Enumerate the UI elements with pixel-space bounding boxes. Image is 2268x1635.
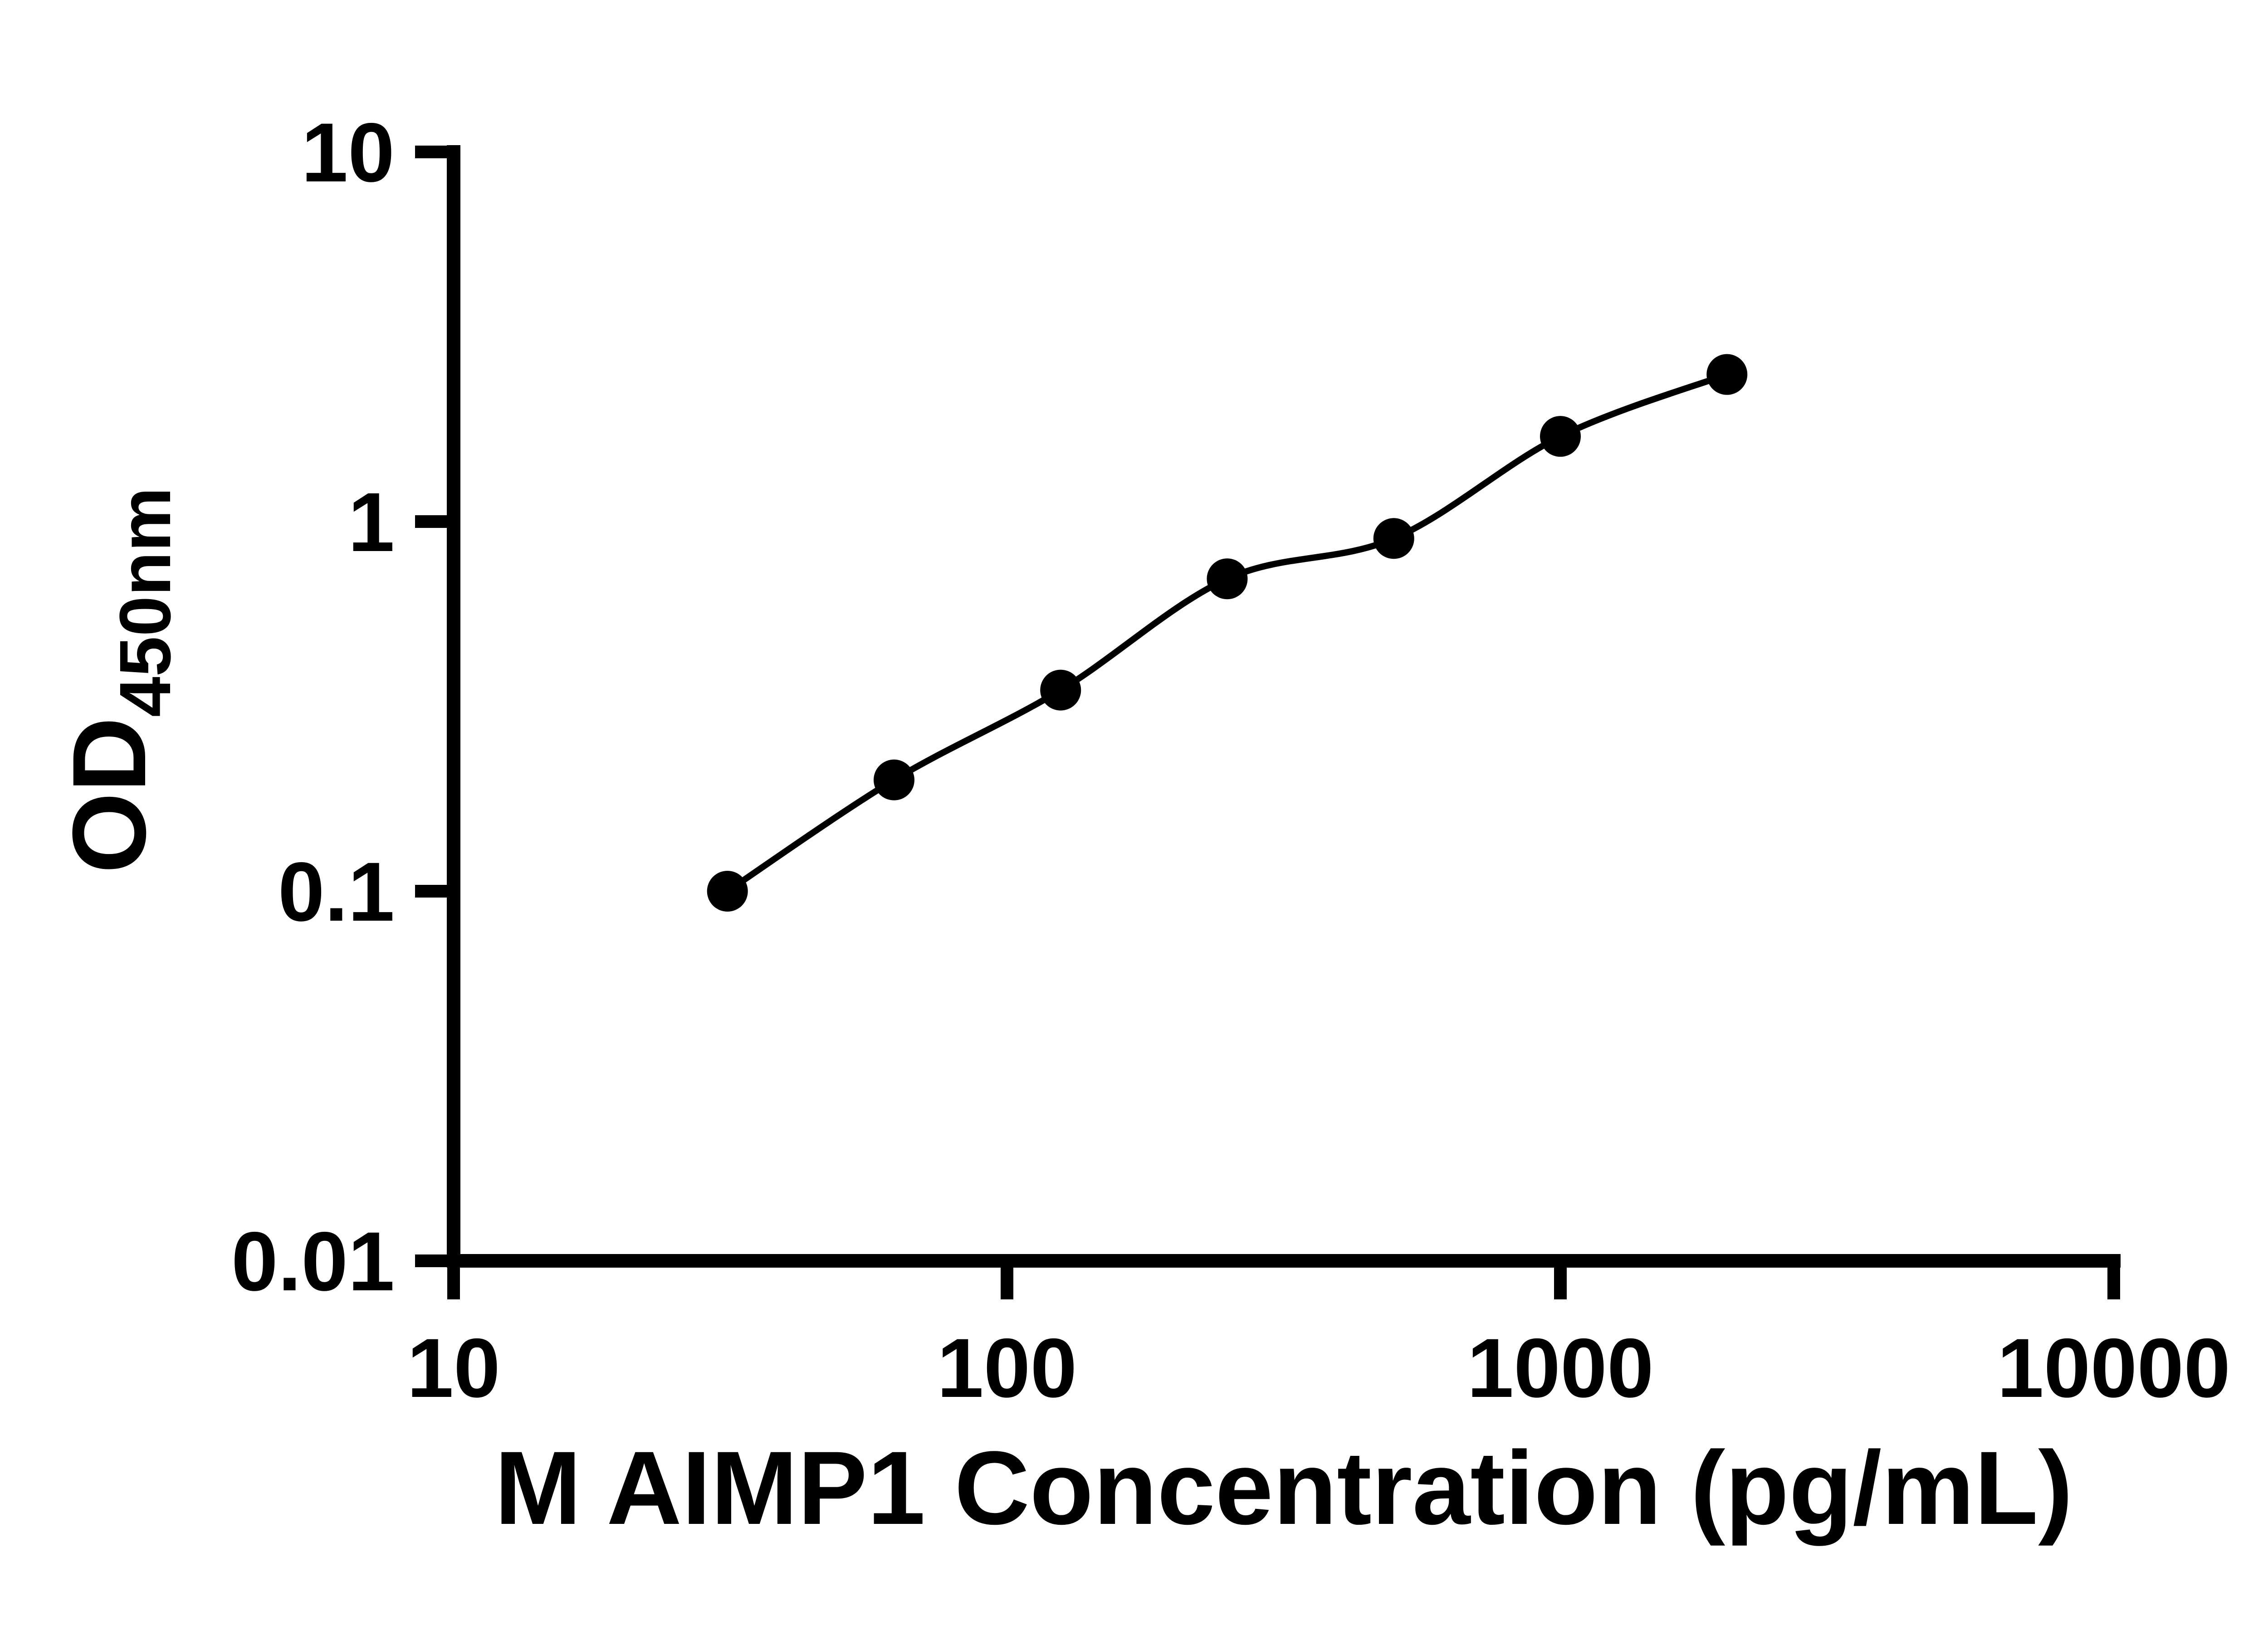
data-point [873, 759, 914, 800]
x-axis-tick-label: 100 [937, 1322, 1077, 1415]
y-axis-tick-label: 0.01 [231, 1215, 395, 1308]
data-series [707, 354, 1748, 912]
data-point [1207, 558, 1248, 600]
data-point [1540, 416, 1581, 457]
x-axis-tick-label: 10 [407, 1322, 500, 1415]
x-axis-title: M AIMP1 Concentration (pg/mL) [494, 1430, 2073, 1546]
x-axis-tick-label: 1000 [1467, 1322, 1654, 1415]
data-point [1706, 354, 1748, 395]
axis-frame [447, 145, 2121, 1268]
y-axis-tick-labels: 10 1 0.1 0.01 [231, 106, 395, 1308]
x-axis-ticks [447, 1261, 2120, 1299]
y-axis-tick-label: 1 [348, 476, 395, 569]
data-point [707, 871, 748, 912]
y-axis-title-main: OD [51, 717, 167, 874]
data-point [1373, 518, 1414, 559]
data-point [1040, 669, 1081, 711]
y-axis-tick-label: 0.1 [278, 845, 395, 939]
y-axis-tick-label: 10 [301, 106, 395, 200]
y-axis-title: OD450nm [51, 487, 186, 874]
y-axis-ticks [415, 146, 454, 1267]
x-axis-tick-labels: 10 100 1000 10000 [407, 1322, 2230, 1415]
fit-line [725, 371, 1728, 894]
y-axis-title-subscript: 450nm [104, 487, 186, 717]
x-axis-tick-label: 10000 [1997, 1322, 2230, 1415]
